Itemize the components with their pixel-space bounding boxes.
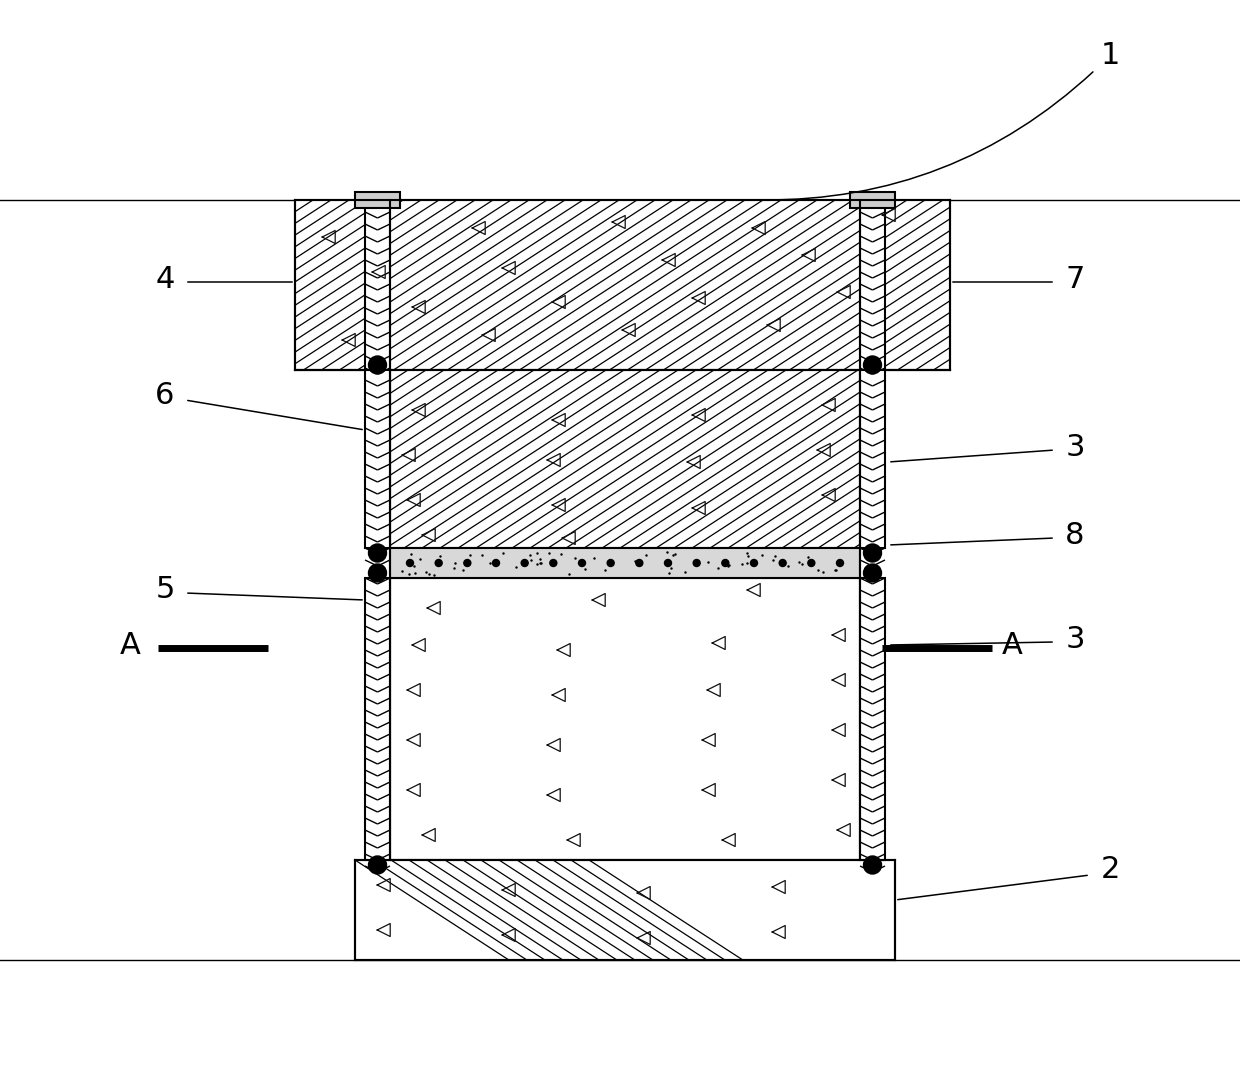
Text: 8: 8: [1065, 521, 1085, 550]
Text: 2: 2: [1100, 855, 1120, 884]
Bar: [391, 548, 861, 578]
Circle shape: [407, 560, 413, 566]
Circle shape: [464, 560, 471, 566]
Bar: [365, 578, 391, 860]
Text: A: A: [1002, 632, 1023, 661]
Bar: [295, 200, 950, 370]
Text: 4: 4: [155, 266, 175, 295]
Bar: [365, 200, 391, 548]
Circle shape: [579, 560, 585, 566]
Circle shape: [693, 560, 701, 566]
Text: 7: 7: [1065, 266, 1085, 295]
Circle shape: [435, 560, 443, 566]
Circle shape: [368, 544, 387, 562]
Circle shape: [750, 560, 758, 566]
Circle shape: [608, 560, 614, 566]
Text: 3: 3: [1065, 434, 1085, 463]
Bar: [391, 370, 861, 548]
Circle shape: [492, 560, 500, 566]
Circle shape: [863, 856, 882, 874]
Circle shape: [368, 856, 387, 874]
Bar: [355, 192, 401, 208]
Circle shape: [549, 560, 557, 566]
Circle shape: [837, 560, 843, 566]
Text: 5: 5: [155, 576, 175, 605]
Bar: [849, 192, 895, 208]
Bar: [861, 200, 885, 548]
Circle shape: [521, 560, 528, 566]
Circle shape: [722, 560, 729, 566]
Circle shape: [863, 564, 882, 582]
Circle shape: [636, 560, 642, 566]
Circle shape: [368, 356, 387, 374]
Circle shape: [863, 544, 882, 562]
Circle shape: [863, 356, 882, 374]
Text: 1: 1: [1100, 41, 1120, 70]
Bar: [391, 578, 861, 860]
Text: 6: 6: [155, 381, 175, 410]
Circle shape: [807, 560, 815, 566]
Circle shape: [779, 560, 786, 566]
Bar: [355, 860, 895, 960]
Text: A: A: [119, 632, 140, 661]
Circle shape: [368, 564, 387, 582]
Bar: [861, 578, 885, 860]
Text: 3: 3: [1065, 625, 1085, 654]
Circle shape: [665, 560, 672, 566]
